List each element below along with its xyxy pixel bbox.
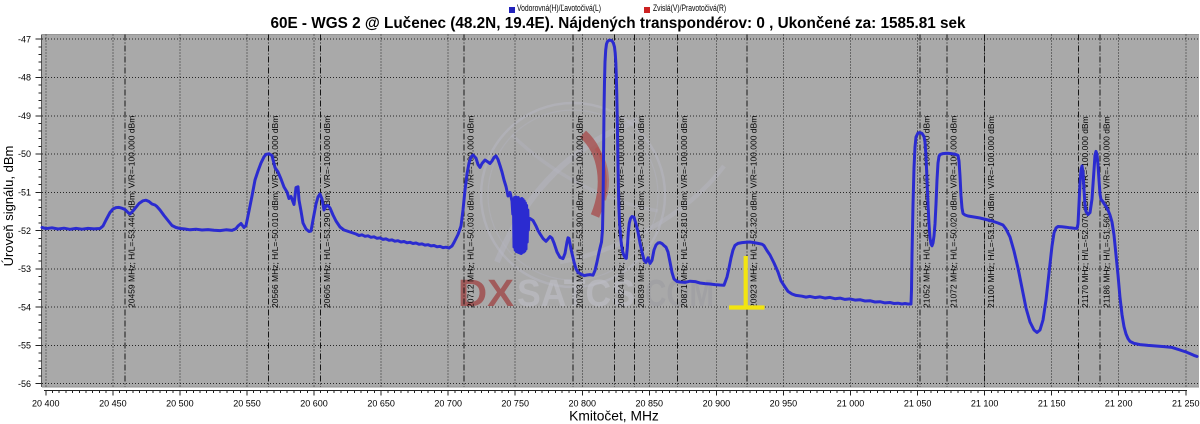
svg-text:DX: DX xyxy=(458,273,515,315)
svg-text:20566 MHz; H/L=-50.010 dBm; V/: 20566 MHz; H/L=-50.010 dBm; V/R=-100.000… xyxy=(270,116,280,308)
svg-text:21 100: 21 100 xyxy=(971,399,999,409)
svg-text:20839 MHz; H/L=-51.730 dBm; V/: 20839 MHz; H/L=-51.730 dBm; V/R=-100.000… xyxy=(636,116,646,308)
svg-text:21072 MHz; H/L=-50.020 dBm; V/: 21072 MHz; H/L=-50.020 dBm; V/R=-100.000… xyxy=(949,116,959,308)
svg-text:20712 MHz; H/L=-50.030 dBm; V/: 20712 MHz; H/L=-50.030 dBm; V/R=-100.000… xyxy=(466,116,476,308)
svg-text:20 900: 20 900 xyxy=(703,399,731,409)
svg-text:20 400: 20 400 xyxy=(32,399,60,409)
svg-text:20 450: 20 450 xyxy=(99,399,127,409)
svg-text:.: . xyxy=(636,273,644,315)
svg-text:21 150: 21 150 xyxy=(1038,399,1066,409)
svg-text:20 750: 20 750 xyxy=(501,399,529,409)
svg-text:-56: -56 xyxy=(18,379,31,389)
svg-text:20793 MHz; H/L=-53.900 dBm; V/: 20793 MHz; H/L=-53.900 dBm; V/R=-100.000… xyxy=(574,116,584,308)
svg-text:21 050: 21 050 xyxy=(904,399,932,409)
svg-text:20 650: 20 650 xyxy=(367,399,395,409)
svg-text:COM: COM xyxy=(645,273,714,315)
svg-text:20871 MHz; H/L=-52.810 dBm; V/: 20871 MHz; H/L=-52.810 dBm; V/R=-100.000… xyxy=(679,116,689,308)
svg-text:21 250: 21 250 xyxy=(1172,399,1200,409)
svg-text:-47: -47 xyxy=(18,34,31,44)
svg-text:-53: -53 xyxy=(18,264,31,274)
svg-text:21186 MHz; H/L=-51.560 dBm; V/: 21186 MHz; H/L=-51.560 dBm; V/R=-100.000… xyxy=(1102,116,1112,308)
svg-text:-48: -48 xyxy=(18,73,31,83)
svg-text:-51: -51 xyxy=(18,188,31,198)
svg-text:-50: -50 xyxy=(18,149,31,159)
svg-text:20824 MHz; H/L=-47.060 dBm; V/: 20824 MHz; H/L=-47.060 dBm; V/R=-100.000… xyxy=(616,116,626,308)
svg-text:20605 MHz; H/L=-53.290 dBm; V/: 20605 MHz; H/L=-53.290 dBm; V/R=-100.000… xyxy=(322,116,332,308)
svg-text:SATCS: SATCS xyxy=(517,273,635,315)
svg-text:20 850: 20 850 xyxy=(636,399,664,409)
svg-text:-55: -55 xyxy=(18,341,31,351)
svg-text:20 950: 20 950 xyxy=(770,399,798,409)
svg-text:Kmitočet, MHz: Kmitočet, MHz xyxy=(569,409,659,424)
svg-text:-49: -49 xyxy=(18,111,31,121)
svg-text:20 500: 20 500 xyxy=(166,399,194,409)
svg-text:21 000: 21 000 xyxy=(837,399,865,409)
svg-text:-52: -52 xyxy=(18,226,31,236)
svg-text:20923 MHz; H/L=-52.320 dBm; V/: 20923 MHz; H/L=-52.320 dBm; V/R=-100.000… xyxy=(749,116,759,308)
svg-text:20 800: 20 800 xyxy=(569,399,597,409)
svg-text:20 700: 20 700 xyxy=(434,399,462,409)
svg-text:21100 MHz; H/L=-53.530 dBm; V/: 21100 MHz; H/L=-53.530 dBm; V/R=-100.000… xyxy=(986,116,996,308)
svg-text:Úroveň signálu, dBm: Úroveň signálu, dBm xyxy=(1,146,16,267)
svg-text:20 550: 20 550 xyxy=(233,399,261,409)
svg-text:21052 MHz; H/L=-49.510 dBm; V/: 21052 MHz; H/L=-49.510 dBm; V/R=-100.000… xyxy=(922,116,932,308)
svg-text:20 600: 20 600 xyxy=(300,399,328,409)
svg-text:-54: -54 xyxy=(18,302,31,312)
svg-text:21 200: 21 200 xyxy=(1105,399,1133,409)
